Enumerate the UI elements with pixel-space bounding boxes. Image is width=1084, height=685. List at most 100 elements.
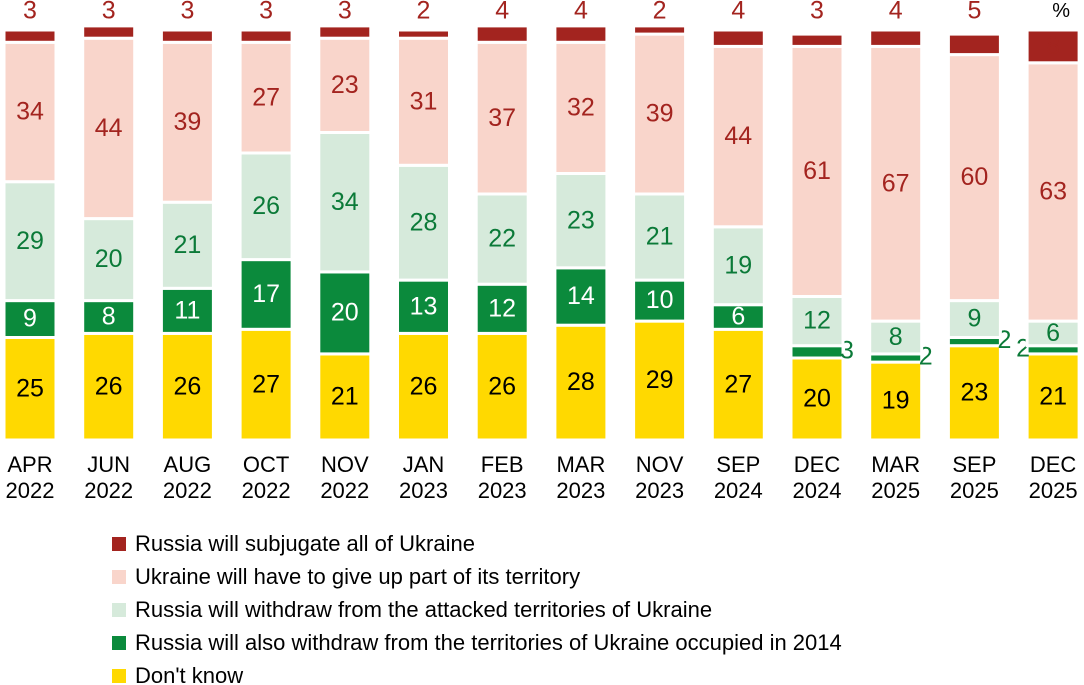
bar-segment xyxy=(553,266,609,327)
bar-segment xyxy=(632,32,688,196)
data-label: 8 xyxy=(1046,32,1060,60)
bar-segment xyxy=(159,200,215,290)
x-tick-label: NOV 2022 xyxy=(320,452,370,503)
data-label: 21 xyxy=(331,383,359,411)
bar-segment xyxy=(159,40,215,204)
bar-segment xyxy=(474,24,530,44)
x-tick-label: DEC 2024 xyxy=(792,452,842,503)
bar-segment xyxy=(710,28,766,48)
data-label: 10 xyxy=(646,286,674,314)
bar-segment xyxy=(1025,61,1081,323)
data-label: 4 xyxy=(889,0,903,25)
bar-segment xyxy=(474,331,530,442)
data-label: 29 xyxy=(646,366,674,394)
bar-segment xyxy=(238,40,294,155)
legend-item: Russia will also withdraw from the terri… xyxy=(112,628,842,658)
legend-label: Russia will also withdraw from the terri… xyxy=(135,630,842,655)
bar-segment xyxy=(710,303,766,331)
bar-segment xyxy=(1025,319,1081,348)
bar-segment xyxy=(789,32,845,48)
data-label: 21 xyxy=(646,223,674,251)
data-label: 13 xyxy=(410,292,438,320)
bar-segment xyxy=(946,344,1002,442)
data-label: 27 xyxy=(724,370,752,398)
data-label: 39 xyxy=(173,108,201,136)
data-label: 20 xyxy=(95,245,123,273)
bar-segment xyxy=(946,32,1002,57)
unit-label: % xyxy=(1052,0,1070,22)
data-label: 44 xyxy=(724,122,752,150)
legend-swatch xyxy=(112,537,126,551)
data-label: 34 xyxy=(16,98,44,126)
bar-segment xyxy=(238,28,294,44)
bar-segment xyxy=(553,323,609,442)
x-tick-label: NOV 2023 xyxy=(635,452,685,503)
bar-segment xyxy=(159,28,215,44)
legend-swatch xyxy=(112,603,126,617)
x-tick-label: AUG 2022 xyxy=(162,452,212,503)
bar-segment xyxy=(632,24,688,36)
bar-segment xyxy=(317,131,373,274)
x-tick-label: OCT 2022 xyxy=(241,452,291,503)
legend-item: Russia will subjugate all of Ukraine xyxy=(112,529,475,559)
x-tick-label: MAR 2023 xyxy=(556,452,606,503)
data-label: 23 xyxy=(331,71,359,99)
legend-item: Russia will withdraw from the attacked t… xyxy=(112,595,712,625)
data-label: 3 xyxy=(338,0,352,25)
bar-segment xyxy=(159,331,215,442)
bar-segment xyxy=(238,151,294,262)
data-label: 34 xyxy=(331,188,359,216)
data-label: 12 xyxy=(803,307,831,335)
data-label: 9 xyxy=(23,305,37,333)
data-label: 67 xyxy=(882,169,910,197)
bar-segment xyxy=(474,192,530,286)
legend-label: Ukraine will have to give up part of its… xyxy=(135,564,581,589)
data-label: 8 xyxy=(102,303,116,331)
data-label: 37 xyxy=(488,104,516,132)
bar-segment xyxy=(868,28,924,48)
data-label: 26 xyxy=(488,372,516,400)
data-label: 39 xyxy=(646,100,674,128)
bar-segment xyxy=(81,217,137,303)
data-label: 63 xyxy=(1039,178,1067,206)
data-label: 23 xyxy=(567,206,595,234)
data-label: 20 xyxy=(803,385,831,413)
data-label: 22 xyxy=(488,225,516,253)
data-label: 3 xyxy=(23,0,37,25)
x-tick-label: SEP 2025 xyxy=(949,452,999,503)
data-label: 21 xyxy=(173,231,201,259)
data-label: 8 xyxy=(889,323,903,351)
data-label: 29 xyxy=(16,227,44,255)
bar-segment xyxy=(789,44,845,299)
data-label: 28 xyxy=(567,368,595,396)
data-label: 12 xyxy=(488,294,516,322)
data-label: 21 xyxy=(1039,383,1067,411)
x-tick-label: APR 2022 xyxy=(5,452,55,503)
data-label: 4 xyxy=(731,0,745,25)
bar-segment xyxy=(396,28,451,40)
bar-segment xyxy=(868,44,924,323)
legend-label: Russia will subjugate all of Ukraine xyxy=(135,531,475,556)
x-tick-label: MAR 2025 xyxy=(871,452,921,503)
bar-segment xyxy=(632,278,688,323)
data-label: 19 xyxy=(882,387,910,415)
data-label: 11 xyxy=(174,296,200,324)
bar-segment xyxy=(2,28,58,44)
bar-segment xyxy=(553,24,609,44)
bar-segment xyxy=(81,24,137,40)
data-label: 23 xyxy=(960,378,988,406)
bar-segment xyxy=(396,278,451,335)
data-label: 25 xyxy=(16,374,44,402)
bar-segment xyxy=(632,319,688,442)
bar-segment xyxy=(396,36,451,167)
data-label: 3 xyxy=(102,0,116,25)
x-tick-label: DEC 2025 xyxy=(1028,452,1078,503)
bar-segment xyxy=(2,180,58,303)
bar-segment xyxy=(2,336,58,442)
legend-item: Don't know xyxy=(112,661,243,685)
bar-segment xyxy=(789,356,845,442)
data-label: 28 xyxy=(410,208,438,236)
data-label: 2 xyxy=(417,0,431,25)
